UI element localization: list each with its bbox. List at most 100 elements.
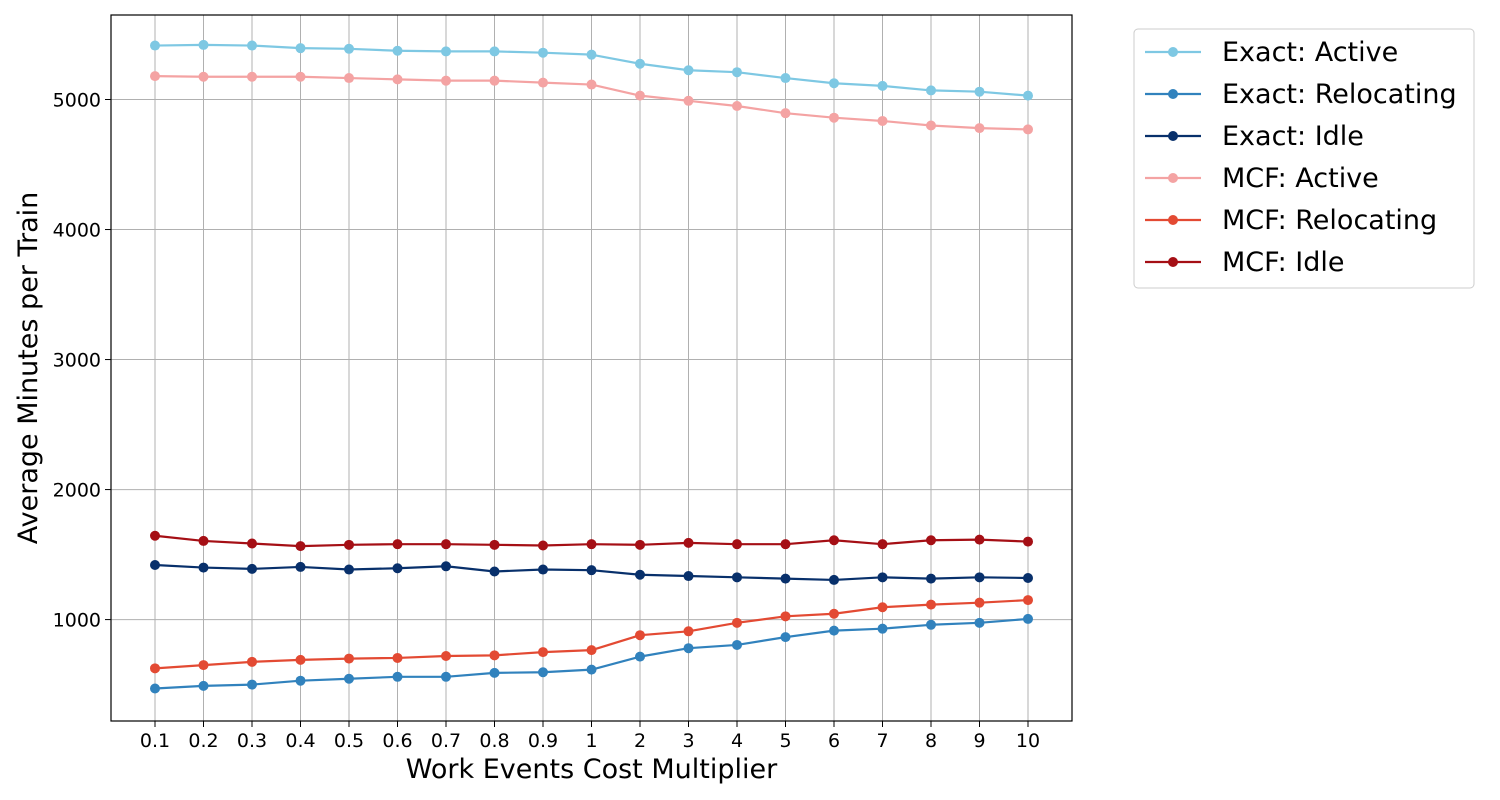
data-point-exact-relocating [683, 643, 694, 654]
series-exact-idle [150, 559, 1033, 585]
x-tick-label: 0.9 [528, 730, 558, 752]
x-tick-label: 0.6 [382, 730, 412, 752]
data-point-exact-relocating [150, 683, 160, 694]
data-point-exact-relocating [877, 623, 888, 634]
data-point-exact-active [586, 49, 597, 60]
data-point-exact-active [635, 58, 645, 69]
data-point-exact-relocating [489, 667, 500, 678]
y-tick-label: 5000 [53, 90, 101, 112]
data-point-exact-active [150, 40, 160, 51]
data-point-exact-active [683, 65, 694, 76]
data-point-exact-active [538, 47, 548, 58]
series-mcf-active [150, 71, 1033, 135]
data-point-mcf-active [198, 71, 209, 82]
x-tick-label: 0.8 [479, 730, 509, 752]
legend-item-mcf-idle: MCF: Idle [1145, 247, 1344, 278]
x-tick-label: 3 [682, 730, 694, 752]
y-tick-label: 4000 [53, 220, 101, 242]
data-point-exact-relocating [974, 617, 985, 628]
data-point-mcf-relocating [829, 608, 839, 619]
grid-lines [111, 15, 1072, 721]
data-point-exact-active [392, 45, 403, 56]
data-point-exact-relocating [344, 673, 354, 684]
data-point-mcf-relocating [780, 611, 791, 622]
series-exact-active [150, 39, 1033, 101]
x-tick-label: 0.5 [334, 730, 364, 752]
y-tick-label: 2000 [53, 480, 101, 502]
data-point-mcf-active [441, 75, 451, 86]
data-point-exact-idle [974, 572, 985, 583]
data-point-mcf-idle [295, 541, 306, 552]
data-point-exact-active [247, 40, 257, 51]
x-axis-ticks: 0.1 0.2 0.3 0.4 0.5 0.6 0.7 0.8 0.9 1 2 3 4 5 6 7 8 9 10 [140, 721, 1040, 752]
legend-item-exact-idle: Exact: Idle [1145, 121, 1364, 152]
data-point-exact-relocating [829, 625, 839, 636]
data-point-exact-idle [295, 561, 306, 572]
series-exact-relocating [150, 613, 1033, 694]
y-axis-label: Average Minutes per Train [13, 192, 44, 545]
x-tick-label: 0.2 [188, 730, 218, 752]
data-point-exact-relocating [441, 671, 451, 682]
data-point-mcf-relocating [489, 650, 500, 661]
data-point-mcf-idle [683, 537, 694, 548]
legend-swatch-marker [1168, 257, 1178, 267]
data-point-exact-relocating [1023, 613, 1033, 624]
data-point-exact-active [344, 43, 354, 54]
x-tick-label: 0.7 [431, 730, 461, 752]
data-point-mcf-active [1023, 124, 1033, 135]
x-tick-label: 1 [585, 730, 597, 752]
data-point-exact-idle [441, 561, 451, 572]
data-point-mcf-active [780, 108, 791, 119]
data-point-exact-active [877, 80, 888, 91]
data-point-mcf-relocating [247, 656, 257, 667]
data-point-mcf-active [392, 74, 403, 85]
data-point-mcf-active [344, 73, 354, 84]
data-point-exact-relocating [780, 632, 791, 643]
data-point-mcf-relocating [295, 654, 306, 665]
data-point-mcf-idle [829, 535, 839, 546]
x-tick-label: 0.4 [285, 730, 315, 752]
data-point-mcf-relocating [732, 617, 742, 628]
data-point-mcf-active [732, 101, 742, 112]
data-point-mcf-idle [635, 539, 645, 550]
legend-label: MCF: Idle [1222, 247, 1344, 278]
data-point-exact-active [1023, 90, 1033, 101]
data-point-exact-idle [1023, 572, 1033, 583]
data-point-mcf-idle [1023, 536, 1033, 547]
data-point-mcf-relocating [198, 660, 209, 671]
data-point-mcf-idle [198, 535, 209, 546]
x-tick-label: 5 [779, 730, 791, 752]
x-tick-label: 4 [731, 730, 743, 752]
data-point-exact-idle [877, 572, 888, 583]
legend-swatch-marker [1168, 89, 1178, 99]
legend: Exact: Active Exact: Relocating Exact: Idl… [1133, 28, 1475, 289]
data-point-exact-active [780, 73, 791, 84]
data-point-exact-relocating [247, 679, 257, 690]
data-point-mcf-relocating [586, 645, 597, 656]
data-point-exact-active [295, 43, 306, 54]
y-axis-ticks: 1000 2000 3000 4000 5000 [53, 90, 111, 632]
x-tick-label: 6 [828, 730, 840, 752]
x-tick-label: 2 [634, 730, 646, 752]
data-point-exact-idle [732, 572, 742, 583]
data-point-mcf-idle [974, 534, 985, 545]
data-point-mcf-relocating [974, 597, 985, 608]
data-point-exact-relocating [198, 680, 209, 691]
data-point-exact-active [926, 85, 936, 96]
legend-swatch-marker [1168, 131, 1178, 141]
legend-swatch-marker [1168, 215, 1178, 225]
data-point-exact-idle [586, 565, 597, 576]
data-point-mcf-idle [489, 539, 500, 550]
data-point-exact-idle [780, 573, 791, 584]
series-mcf-relocating [150, 595, 1033, 674]
data-point-mcf-active [926, 120, 936, 131]
legend-item-mcf-active: MCF: Active [1145, 163, 1379, 194]
y-tick-label: 1000 [53, 610, 101, 632]
data-point-exact-idle [344, 564, 354, 575]
data-point-mcf-idle [732, 539, 742, 550]
data-point-exact-relocating [732, 639, 742, 650]
data-point-exact-relocating [586, 664, 597, 675]
data-point-mcf-active [635, 90, 645, 101]
data-point-mcf-relocating [344, 653, 354, 664]
x-tick-label: 9 [973, 730, 985, 752]
